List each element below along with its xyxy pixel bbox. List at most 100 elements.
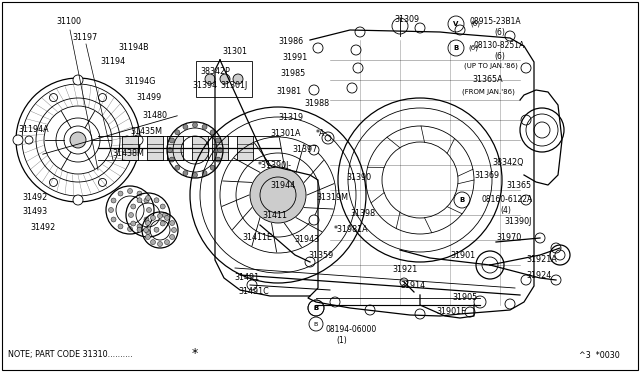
Circle shape [505,299,515,309]
Circle shape [129,212,134,218]
Text: 31921: 31921 [392,266,417,275]
Text: 31499: 31499 [136,93,161,103]
Circle shape [250,167,306,223]
Text: 31924: 31924 [526,272,551,280]
Circle shape [175,165,180,170]
Circle shape [233,74,243,84]
Text: 31493: 31493 [22,208,47,217]
Text: 31492: 31492 [30,224,55,232]
Text: 31985: 31985 [280,70,305,78]
Circle shape [160,221,165,226]
Circle shape [99,94,106,102]
Circle shape [465,307,475,317]
Circle shape [216,157,221,162]
Text: (6): (6) [470,21,480,27]
Circle shape [73,195,83,205]
Circle shape [160,204,165,209]
Circle shape [392,18,408,34]
Circle shape [123,136,131,144]
Circle shape [13,135,23,145]
Circle shape [202,124,207,129]
Text: 31943: 31943 [294,235,319,244]
Text: 31309: 31309 [394,16,419,25]
Text: 31491: 31491 [234,273,259,282]
Text: (1): (1) [336,336,347,344]
Circle shape [154,227,159,232]
Circle shape [172,228,177,232]
Circle shape [131,204,136,209]
Circle shape [415,23,425,33]
Bar [147,136,163,160]
Circle shape [111,217,116,222]
Text: 31301J: 31301J [220,81,247,90]
Circle shape [133,135,143,145]
Text: *A: *A [316,129,326,138]
Text: 31197: 31197 [72,33,97,42]
Circle shape [144,198,149,203]
Circle shape [455,25,465,35]
Text: 31194B: 31194B [118,44,148,52]
Text: 31319M: 31319M [316,193,348,202]
Circle shape [210,130,215,135]
Circle shape [163,212,168,218]
Text: V: V [453,21,459,27]
Text: 31369: 31369 [474,171,499,180]
Text: (6): (6) [494,28,505,36]
Circle shape [521,63,531,73]
Circle shape [170,157,175,162]
Circle shape [145,234,150,240]
Text: 31981: 31981 [276,87,301,96]
Bar [167,136,183,160]
Circle shape [73,75,83,85]
Circle shape [168,148,173,153]
Text: (4): (4) [500,205,511,215]
Text: 31398: 31398 [350,209,375,218]
Circle shape [313,43,323,53]
Text: B: B [314,305,318,311]
Circle shape [521,275,531,285]
Circle shape [137,224,142,229]
Circle shape [205,74,215,84]
Text: 31991: 31991 [282,54,307,62]
Circle shape [99,179,106,186]
Text: 31435M: 31435M [130,128,162,137]
Circle shape [131,221,136,226]
Bar [237,136,253,160]
Circle shape [355,27,365,37]
Circle shape [193,173,198,177]
Text: B: B [453,45,459,51]
Text: 31901E: 31901E [436,308,466,317]
Circle shape [183,124,188,129]
Text: 31411E: 31411E [242,234,272,243]
Circle shape [70,132,86,148]
Circle shape [127,189,132,193]
Circle shape [150,215,156,220]
Circle shape [118,224,123,229]
Text: 31365: 31365 [506,182,531,190]
Text: B: B [460,197,465,203]
Circle shape [415,309,425,319]
Circle shape [145,196,150,201]
Text: 31492: 31492 [22,193,47,202]
Circle shape [137,227,142,232]
Text: (6): (6) [494,51,505,61]
Text: ^3  *0030: ^3 *0030 [579,350,620,359]
Circle shape [202,171,207,176]
Text: 31970: 31970 [496,234,521,243]
Text: 31100: 31100 [56,17,81,26]
Circle shape [147,208,152,212]
Circle shape [145,230,150,234]
Text: 31438M: 31438M [112,148,144,157]
Text: (FROM JAN.'86): (FROM JAN.'86) [462,89,515,95]
Text: 31411: 31411 [262,212,287,221]
Circle shape [143,228,148,232]
Circle shape [193,122,198,128]
Text: NOTE; PART CODE 31310..........: NOTE; PART CODE 31310.......... [8,350,132,359]
Text: B: B [314,305,319,311]
Text: *31390J-: *31390J- [258,160,292,170]
Circle shape [521,195,531,205]
Circle shape [309,215,319,225]
Circle shape [220,74,230,84]
Circle shape [521,115,531,125]
Text: 38342P: 38342P [200,67,230,77]
